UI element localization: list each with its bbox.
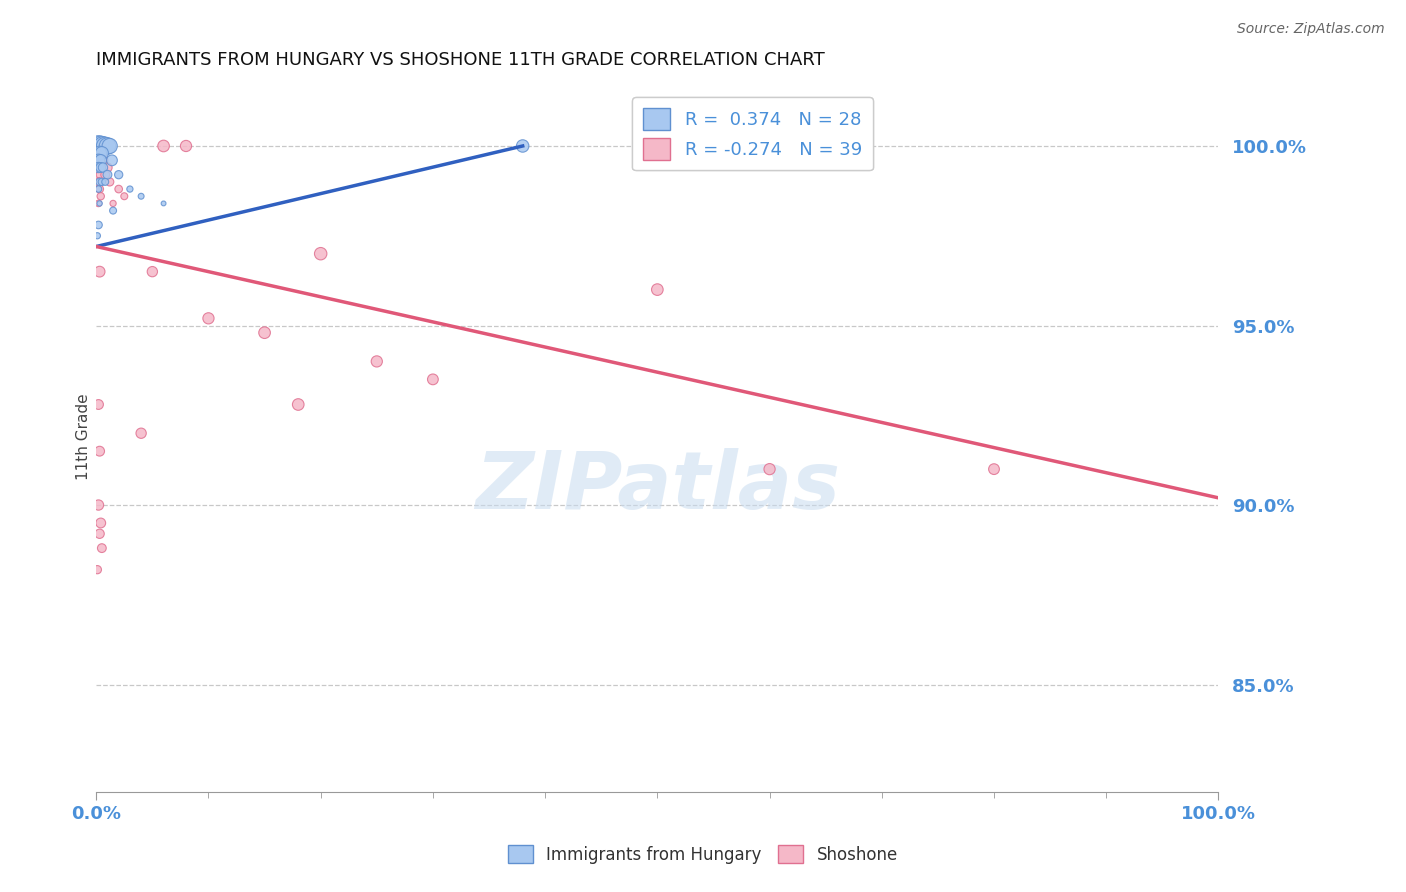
- Point: [90, 189, 112, 203]
- Point: [89, 146, 111, 161]
- Point: [90, 161, 112, 175]
- Point: [101, 196, 124, 211]
- Text: ZIPatlas: ZIPatlas: [475, 448, 839, 525]
- Point: [89, 444, 111, 458]
- Point: [758, 462, 780, 476]
- Point: [89, 182, 111, 196]
- Point: [87, 218, 110, 232]
- Point: [287, 397, 309, 411]
- Point: [90, 139, 112, 153]
- Point: [89, 196, 111, 211]
- Point: [90, 146, 112, 161]
- Point: [90, 139, 112, 153]
- Point: [87, 139, 110, 153]
- Point: [197, 311, 219, 326]
- Point: [89, 161, 111, 175]
- Point: [647, 283, 669, 297]
- Point: [152, 196, 174, 211]
- Text: Source: ZipAtlas.com: Source: ZipAtlas.com: [1237, 22, 1385, 37]
- Point: [152, 139, 174, 153]
- Point: [94, 175, 117, 189]
- Point: [89, 175, 111, 189]
- Point: [91, 153, 114, 168]
- Point: [86, 563, 108, 577]
- Point: [89, 526, 111, 541]
- Point: [112, 189, 135, 203]
- Point: [96, 161, 118, 175]
- Point: [309, 246, 332, 260]
- Point: [87, 161, 110, 175]
- Point: [101, 203, 124, 218]
- Point: [107, 168, 129, 182]
- Point: [366, 354, 388, 368]
- Point: [91, 139, 114, 153]
- Legend: R =  0.374   N = 28, R = -0.274   N = 39: R = 0.374 N = 28, R = -0.274 N = 39: [633, 97, 873, 170]
- Point: [94, 139, 117, 153]
- Point: [90, 175, 112, 189]
- Point: [89, 146, 111, 161]
- Point: [87, 196, 110, 211]
- Point: [96, 168, 118, 182]
- Point: [87, 182, 110, 196]
- Point: [98, 175, 121, 189]
- Point: [87, 397, 110, 411]
- Point: [174, 139, 197, 153]
- Point: [96, 139, 118, 153]
- Point: [129, 189, 152, 203]
- Legend: Immigrants from Hungary, Shoshone: Immigrants from Hungary, Shoshone: [502, 838, 904, 871]
- Point: [253, 326, 276, 340]
- Point: [89, 265, 111, 279]
- Y-axis label: 11th Grade: 11th Grade: [76, 393, 90, 480]
- Point: [91, 161, 114, 175]
- Point: [107, 182, 129, 196]
- Point: [87, 498, 110, 512]
- Point: [90, 153, 112, 168]
- Point: [129, 426, 152, 441]
- Point: [98, 139, 121, 153]
- Text: IMMIGRANTS FROM HUNGARY VS SHOSHONE 11TH GRADE CORRELATION CHART: IMMIGRANTS FROM HUNGARY VS SHOSHONE 11TH…: [96, 51, 825, 69]
- Point: [87, 175, 110, 189]
- Point: [87, 139, 110, 153]
- Point: [512, 139, 534, 153]
- Point: [86, 228, 108, 243]
- Point: [94, 168, 117, 182]
- Point: [118, 182, 141, 196]
- Point: [90, 146, 112, 161]
- Point: [983, 462, 1005, 476]
- Point: [87, 153, 110, 168]
- Point: [90, 541, 112, 555]
- Point: [141, 265, 163, 279]
- Point: [422, 372, 444, 386]
- Point: [87, 153, 110, 168]
- Point: [101, 153, 124, 168]
- Point: [90, 516, 112, 530]
- Point: [90, 168, 112, 182]
